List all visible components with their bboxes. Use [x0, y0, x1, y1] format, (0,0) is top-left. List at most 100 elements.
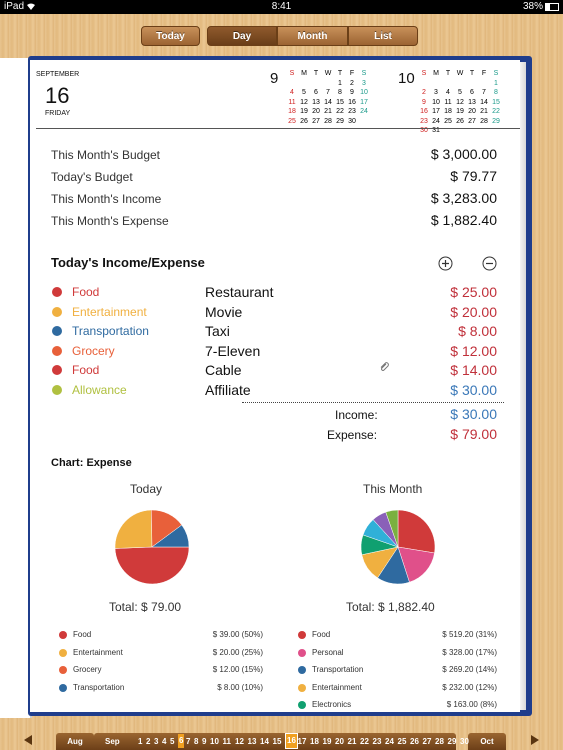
day-item[interactable]: 18: [310, 737, 319, 746]
calendar-day[interactable]: 9: [422, 98, 426, 106]
day-item[interactable]: 24: [385, 737, 394, 746]
transaction-row[interactable]: [48, 342, 503, 360]
tab-sep[interactable]: Sep: [94, 733, 456, 750]
calendar-day[interactable]: 2: [350, 79, 354, 87]
calendar-day[interactable]: 23: [420, 117, 428, 125]
day-item[interactable]: 23: [372, 737, 382, 746]
day-item[interactable]: 21: [347, 737, 357, 746]
calendar-day[interactable]: 18: [444, 108, 452, 115]
calendar-day[interactable]: 31: [432, 127, 440, 134]
calendar-day[interactable]: 29: [492, 117, 500, 125]
calendar-day[interactable]: 10: [360, 89, 368, 96]
calendar-day[interactable]: 28: [324, 117, 332, 125]
pie-slice-entertainment[interactable]: [114, 509, 153, 549]
calendar-day[interactable]: 11: [288, 98, 296, 106]
calendar-day[interactable]: 14: [480, 98, 488, 106]
calendar-day[interactable]: 19: [456, 108, 464, 115]
day-item[interactable]: 13: [247, 737, 257, 746]
calendar-day[interactable]: 21: [324, 108, 332, 115]
calendar-day[interactable]: 3: [434, 89, 438, 96]
calendar-day[interactable]: 5: [458, 89, 462, 96]
calendar-day[interactable]: 15: [336, 98, 344, 106]
day-item[interactable]: 12: [235, 737, 244, 746]
calendar-day[interactable]: 17: [432, 108, 440, 115]
pie-slice-transportation[interactable]: [151, 524, 190, 548]
day-item[interactable]: 14: [260, 737, 269, 746]
calendar-day[interactable]: 16: [348, 98, 356, 106]
calendar-day[interactable]: 4: [446, 89, 450, 96]
calendar-day[interactable]: 21: [480, 108, 488, 115]
calendar-day[interactable]: 15: [492, 98, 500, 106]
calendar-day[interactable]: 4: [290, 89, 294, 96]
calendar-day[interactable]: 26: [456, 117, 464, 125]
day-item[interactable]: 22: [360, 737, 369, 746]
calendar-day[interactable]: 8: [494, 89, 498, 96]
calendar-day[interactable]: 13: [312, 98, 320, 106]
day-item[interactable]: 4: [162, 737, 167, 746]
day-item[interactable]: 1: [138, 737, 143, 746]
day-item[interactable]: 19: [322, 737, 332, 746]
calendar-day[interactable]: 7: [326, 89, 330, 96]
calendar-day[interactable]: 1: [338, 79, 342, 87]
calendar-day[interactable]: 27: [312, 117, 320, 125]
calendar-day[interactable]: 9: [350, 89, 354, 96]
calendar-day[interactable]: 2: [422, 89, 426, 96]
day-item[interactable]: 17: [297, 737, 307, 746]
calendar-day[interactable]: 24: [432, 117, 440, 125]
transaction-row[interactable]: [48, 283, 503, 301]
calendar-day[interactable]: 14: [324, 98, 332, 106]
day-item[interactable]: 3: [154, 737, 159, 746]
calendar-day[interactable]: 5: [302, 89, 306, 96]
day-item[interactable]: 15: [272, 737, 282, 746]
remove-icon[interactable]: [482, 256, 497, 271]
day-item[interactable]: 5: [170, 737, 175, 746]
month-pie-chart[interactable]: [360, 509, 436, 585]
calendar-day[interactable]: 22: [336, 108, 344, 115]
calendar-day[interactable]: 30: [348, 117, 356, 125]
calendar-day[interactable]: 1: [494, 79, 498, 87]
day-item[interactable]: 30: [460, 737, 469, 746]
calendar-day[interactable]: 12: [456, 98, 464, 106]
tab-month[interactable]: Month: [277, 26, 348, 46]
transaction-row[interactable]: [48, 361, 503, 379]
pie-slice-food[interactable]: [114, 546, 190, 585]
today-button[interactable]: Today: [141, 26, 200, 46]
day-item[interactable]: 11: [222, 737, 231, 746]
calendar-day[interactable]: 20: [312, 108, 320, 115]
calendar-day[interactable]: 3: [362, 79, 366, 87]
calendar-day[interactable]: 6: [314, 89, 318, 96]
tab-day[interactable]: Day: [207, 26, 277, 46]
calendar-day[interactable]: 19: [300, 108, 308, 115]
day-item[interactable]: 29: [447, 737, 457, 746]
calendar-day[interactable]: 11: [444, 98, 452, 106]
pie-slice-other3[interactable]: [385, 509, 399, 548]
day-item[interactable]: 25: [397, 737, 407, 746]
tab-list[interactable]: List: [348, 26, 418, 46]
calendar-day[interactable]: 8: [338, 89, 342, 96]
calendar-day[interactable]: 30: [420, 127, 428, 134]
calendar-day[interactable]: 12: [300, 98, 308, 106]
day-selected[interactable]: 16: [285, 733, 298, 749]
calendar-day[interactable]: 27: [468, 117, 476, 125]
calendar-day[interactable]: 7: [482, 89, 486, 96]
calendar-day[interactable]: 28: [480, 117, 488, 125]
day-item[interactable]: 26: [410, 737, 419, 746]
calendar-day[interactable]: 16: [420, 108, 428, 115]
calendar-day[interactable]: 26: [300, 117, 308, 125]
calendar-day[interactable]: 6: [470, 89, 474, 96]
day-item[interactable]: 8: [194, 737, 199, 746]
calendar-day[interactable]: 13: [468, 98, 476, 106]
add-icon[interactable]: [438, 256, 453, 271]
calendar-day[interactable]: 17: [360, 98, 368, 106]
calendar-day[interactable]: 18: [288, 108, 296, 115]
day-item[interactable]: 28: [435, 737, 444, 746]
calendar-day[interactable]: 10: [432, 98, 440, 106]
calendar-day[interactable]: 24: [360, 108, 368, 115]
day-item[interactable]: 2: [146, 737, 151, 746]
day-item[interactable]: 6: [178, 734, 185, 748]
tab-aug[interactable]: Aug: [56, 733, 94, 750]
calendar-day[interactable]: 25: [288, 117, 296, 125]
day-item[interactable]: 7: [186, 737, 191, 746]
today-pie-chart[interactable]: [114, 509, 190, 585]
day-item[interactable]: 27: [422, 737, 432, 746]
